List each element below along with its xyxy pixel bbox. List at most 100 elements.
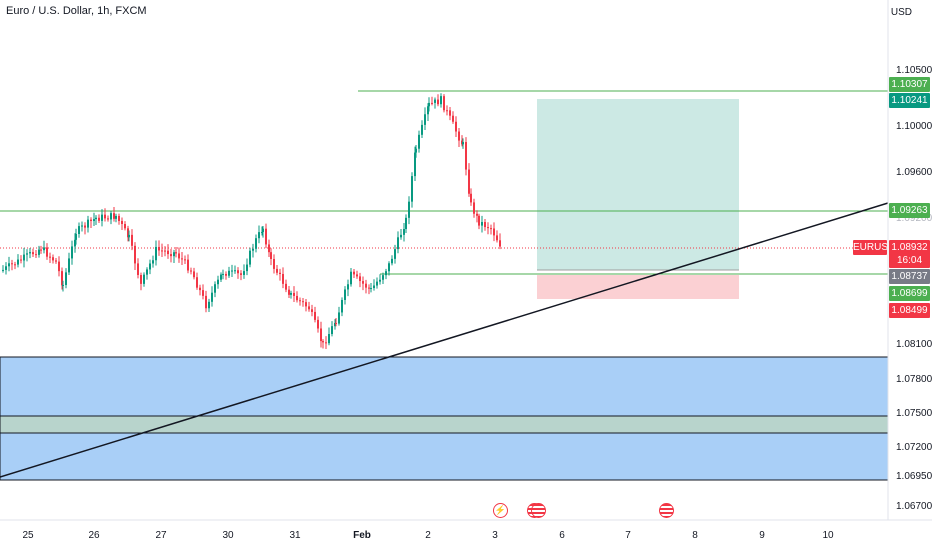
- candle: [170, 254, 172, 257]
- candle: [75, 233, 77, 240]
- candle: [431, 102, 433, 104]
- candle: [246, 264, 248, 272]
- candle: [394, 249, 396, 259]
- candle: [107, 218, 109, 220]
- price-tick: 1.09600: [896, 167, 932, 178]
- currency-label: USD: [890, 7, 912, 18]
- price-label-level-low: 1.08699: [889, 286, 930, 301]
- candle: [178, 253, 180, 259]
- stop-zone[interactable]: [537, 275, 739, 299]
- candle: [356, 274, 358, 277]
- trend-line[interactable]: [0, 202, 889, 478]
- candle: [220, 274, 222, 280]
- candle: [359, 276, 361, 282]
- candle: [452, 115, 454, 122]
- candle: [190, 270, 192, 272]
- candle: [32, 252, 34, 255]
- candle: [46, 247, 48, 257]
- candle: [365, 283, 367, 288]
- candle: [400, 234, 402, 238]
- candle: [370, 288, 372, 290]
- candle: [405, 217, 407, 230]
- candle: [58, 261, 60, 272]
- price-label-entry: 1.08737: [889, 269, 930, 284]
- candle: [184, 259, 186, 261]
- candle: [61, 271, 63, 286]
- candle: [440, 96, 442, 105]
- candle: [308, 306, 310, 310]
- candle: [81, 225, 83, 227]
- time-tick: 7: [625, 530, 631, 541]
- candle: [449, 110, 451, 116]
- candle: [458, 131, 460, 141]
- time-tick: 25: [22, 530, 34, 541]
- candle: [164, 250, 166, 252]
- candle: [167, 250, 169, 255]
- candle: [265, 228, 267, 245]
- candle: [11, 263, 13, 265]
- candle: [71, 246, 73, 259]
- candle: [228, 270, 230, 276]
- candle: [152, 260, 154, 264]
- inner-zone[interactable]: [0, 415, 889, 434]
- candle: [14, 264, 16, 266]
- candle: [305, 302, 307, 307]
- candle: [368, 287, 370, 289]
- candle: [211, 292, 213, 302]
- lightning-icon[interactable]: ⚡: [493, 503, 508, 518]
- candle: [17, 259, 19, 265]
- candle: [276, 268, 278, 273]
- candle: [411, 176, 413, 202]
- candle: [403, 229, 405, 235]
- target-zone[interactable]: [537, 99, 739, 270]
- candle: [490, 228, 492, 230]
- candle: [299, 300, 301, 302]
- candle: [93, 219, 95, 222]
- candle: [476, 213, 478, 216]
- candle: [262, 228, 264, 233]
- us-flag-icon[interactable]: [531, 503, 546, 518]
- us-flag-icon[interactable]: [659, 503, 674, 518]
- candle: [205, 295, 207, 309]
- candle: [388, 263, 390, 272]
- price-tick: 1.09200: [896, 213, 932, 224]
- candle: [382, 275, 384, 280]
- price-label-stop: 1.08499: [889, 303, 930, 318]
- candle: [234, 270, 236, 272]
- candle: [261, 232, 263, 234]
- candle: [481, 222, 483, 226]
- candle: [268, 244, 270, 253]
- candle: [397, 237, 399, 250]
- candle: [473, 202, 475, 214]
- candle: [317, 319, 319, 329]
- candle: [468, 169, 470, 194]
- candle: [121, 220, 123, 224]
- candle: [334, 322, 336, 327]
- time-tick: 6: [559, 530, 565, 541]
- candle: [341, 299, 343, 313]
- candle: [26, 253, 28, 255]
- time-tick: 30: [222, 530, 234, 541]
- current-price-value: 1.08932: [891, 242, 928, 253]
- price-label-level-mid: 1.09263: [889, 203, 930, 218]
- candle: [40, 249, 42, 251]
- candle: [137, 263, 139, 275]
- candle: [290, 292, 292, 295]
- candle: [193, 271, 195, 278]
- candle: [385, 271, 387, 276]
- candle: [217, 279, 219, 285]
- candle: [115, 215, 117, 219]
- candle: [478, 215, 480, 226]
- candle: [243, 271, 245, 275]
- candle: [68, 258, 70, 273]
- candle: [443, 96, 445, 111]
- candle: [331, 326, 333, 335]
- chart-title: Euro / U.S. Dollar, 1h, FXCM: [6, 5, 147, 17]
- candle: [293, 292, 295, 296]
- candle: [285, 283, 287, 290]
- candle: [424, 114, 426, 125]
- candle: [350, 271, 352, 285]
- candle: [499, 240, 501, 247]
- candle: [487, 227, 489, 229]
